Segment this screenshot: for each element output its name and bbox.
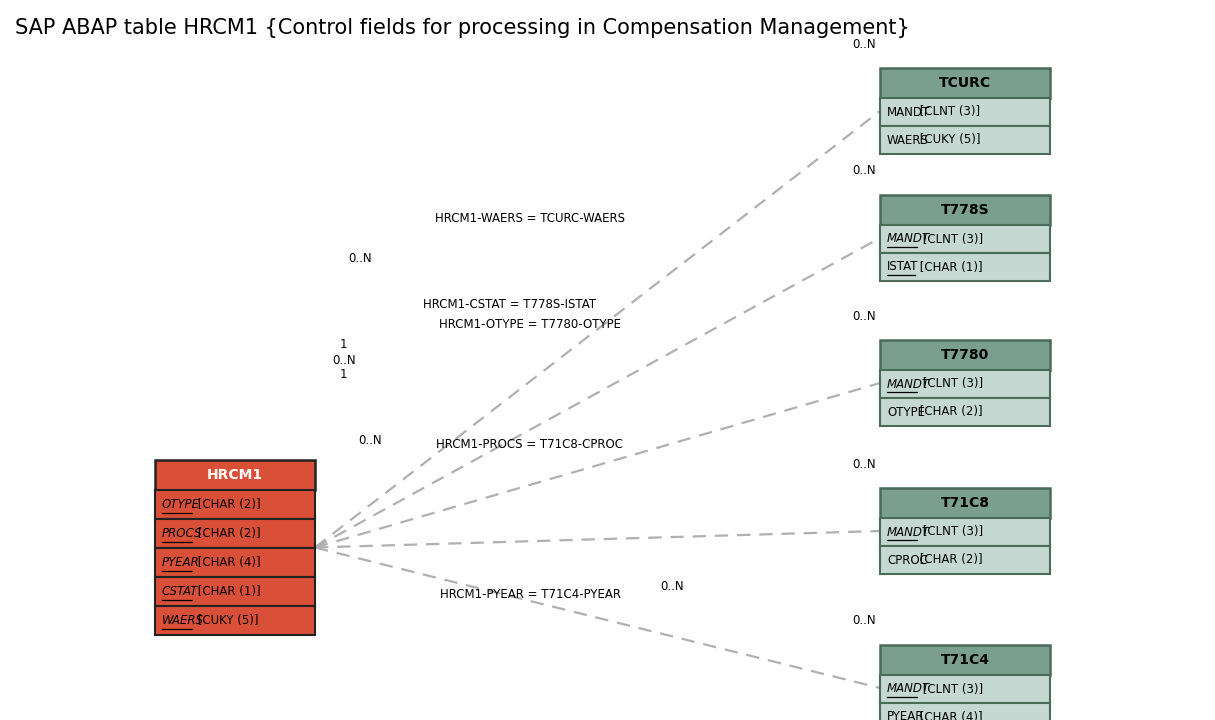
Bar (880, 518, 1050, 546)
Text: PROCS: PROCS (162, 527, 203, 540)
Text: [CLNT (3)]: [CLNT (3)] (919, 233, 983, 246)
Text: HRCM1: HRCM1 (207, 468, 264, 482)
Bar (880, 645, 1050, 675)
Text: 0..N: 0..N (852, 614, 876, 628)
Text: [CHAR (2)]: [CHAR (2)] (916, 405, 983, 418)
Bar (880, 126, 1050, 154)
Text: MANDT: MANDT (887, 683, 929, 696)
Text: HRCM1-PROCS = T71C8-CPROC: HRCM1-PROCS = T71C8-CPROC (436, 438, 623, 451)
Text: HRCM1-CSTAT = T778S-ISTAT: HRCM1-CSTAT = T778S-ISTAT (424, 299, 597, 312)
Bar (880, 98, 1050, 126)
Text: MANDT: MANDT (887, 106, 931, 119)
Text: MANDT: MANDT (887, 526, 929, 539)
Text: TCURC: TCURC (939, 76, 991, 90)
Bar (156, 490, 315, 519)
Bar (880, 68, 1050, 98)
Text: PYEAR: PYEAR (887, 711, 925, 720)
Text: ISTAT: ISTAT (887, 261, 919, 274)
Text: [CHAR (1)]: [CHAR (1)] (916, 261, 983, 274)
Text: T7780: T7780 (940, 348, 989, 362)
Bar (880, 488, 1050, 518)
Text: SAP ABAP table HRCM1 {Control fields for processing in Compensation Management}: SAP ABAP table HRCM1 {Control fields for… (15, 18, 910, 38)
Bar (880, 225, 1050, 253)
Text: 0..N: 0..N (852, 164, 876, 178)
Text: CSTAT: CSTAT (162, 585, 198, 598)
Bar (880, 675, 1050, 703)
Text: [CHAR (4)]: [CHAR (4)] (194, 556, 261, 569)
Text: MANDT: MANDT (887, 377, 929, 390)
Text: [CHAR (1)]: [CHAR (1)] (194, 585, 261, 598)
Text: [CUKY (5)]: [CUKY (5)] (194, 614, 259, 627)
Text: 0..N: 0..N (660, 580, 684, 593)
Bar (880, 398, 1050, 426)
Text: OTYPE: OTYPE (887, 405, 925, 418)
Text: HRCM1-WAERS = TCURC-WAERS: HRCM1-WAERS = TCURC-WAERS (435, 212, 625, 225)
Text: T778S: T778S (940, 203, 989, 217)
Text: [CUKY (5)]: [CUKY (5)] (916, 133, 981, 146)
Bar (880, 546, 1050, 574)
Text: 0..N: 0..N (852, 37, 876, 50)
Bar (156, 460, 315, 490)
Text: [CLNT (3)]: [CLNT (3)] (919, 377, 983, 390)
Bar (880, 195, 1050, 225)
Text: [CLNT (3)]: [CLNT (3)] (919, 683, 983, 696)
Text: 0..N: 0..N (852, 457, 876, 470)
Text: CPROC: CPROC (887, 554, 928, 567)
Text: PYEAR: PYEAR (162, 556, 199, 569)
Text: T71C4: T71C4 (940, 653, 989, 667)
Text: 0..N: 0..N (347, 251, 372, 264)
Bar (156, 519, 315, 548)
Text: MANDT: MANDT (887, 233, 929, 246)
Text: [CLNT (3)]: [CLNT (3)] (919, 526, 983, 539)
Bar (880, 253, 1050, 281)
Text: 0..N: 0..N (852, 310, 876, 323)
Text: [CLNT (3)]: [CLNT (3)] (916, 106, 981, 119)
Text: WAERS: WAERS (887, 133, 929, 146)
Bar (880, 370, 1050, 398)
Text: T71C8: T71C8 (940, 496, 989, 510)
Text: [CHAR (4)]: [CHAR (4)] (916, 711, 983, 720)
Bar (880, 340, 1050, 370)
Text: HRCM1-PYEAR = T71C4-PYEAR: HRCM1-PYEAR = T71C4-PYEAR (440, 588, 621, 601)
Text: 0..N: 0..N (358, 433, 382, 446)
Text: [CHAR (2)]: [CHAR (2)] (194, 527, 261, 540)
Text: [CHAR (2)]: [CHAR (2)] (916, 554, 983, 567)
Bar (156, 606, 315, 635)
Text: 1
0..N
1: 1 0..N 1 (332, 338, 356, 382)
Bar (156, 548, 315, 577)
Text: HRCM1-OTYPE = T7780-OTYPE: HRCM1-OTYPE = T7780-OTYPE (439, 318, 621, 331)
Text: WAERS: WAERS (162, 614, 204, 627)
Text: [CHAR (2)]: [CHAR (2)] (194, 498, 261, 511)
Bar (880, 703, 1050, 720)
Text: OTYPE: OTYPE (162, 498, 200, 511)
Bar (156, 577, 315, 606)
